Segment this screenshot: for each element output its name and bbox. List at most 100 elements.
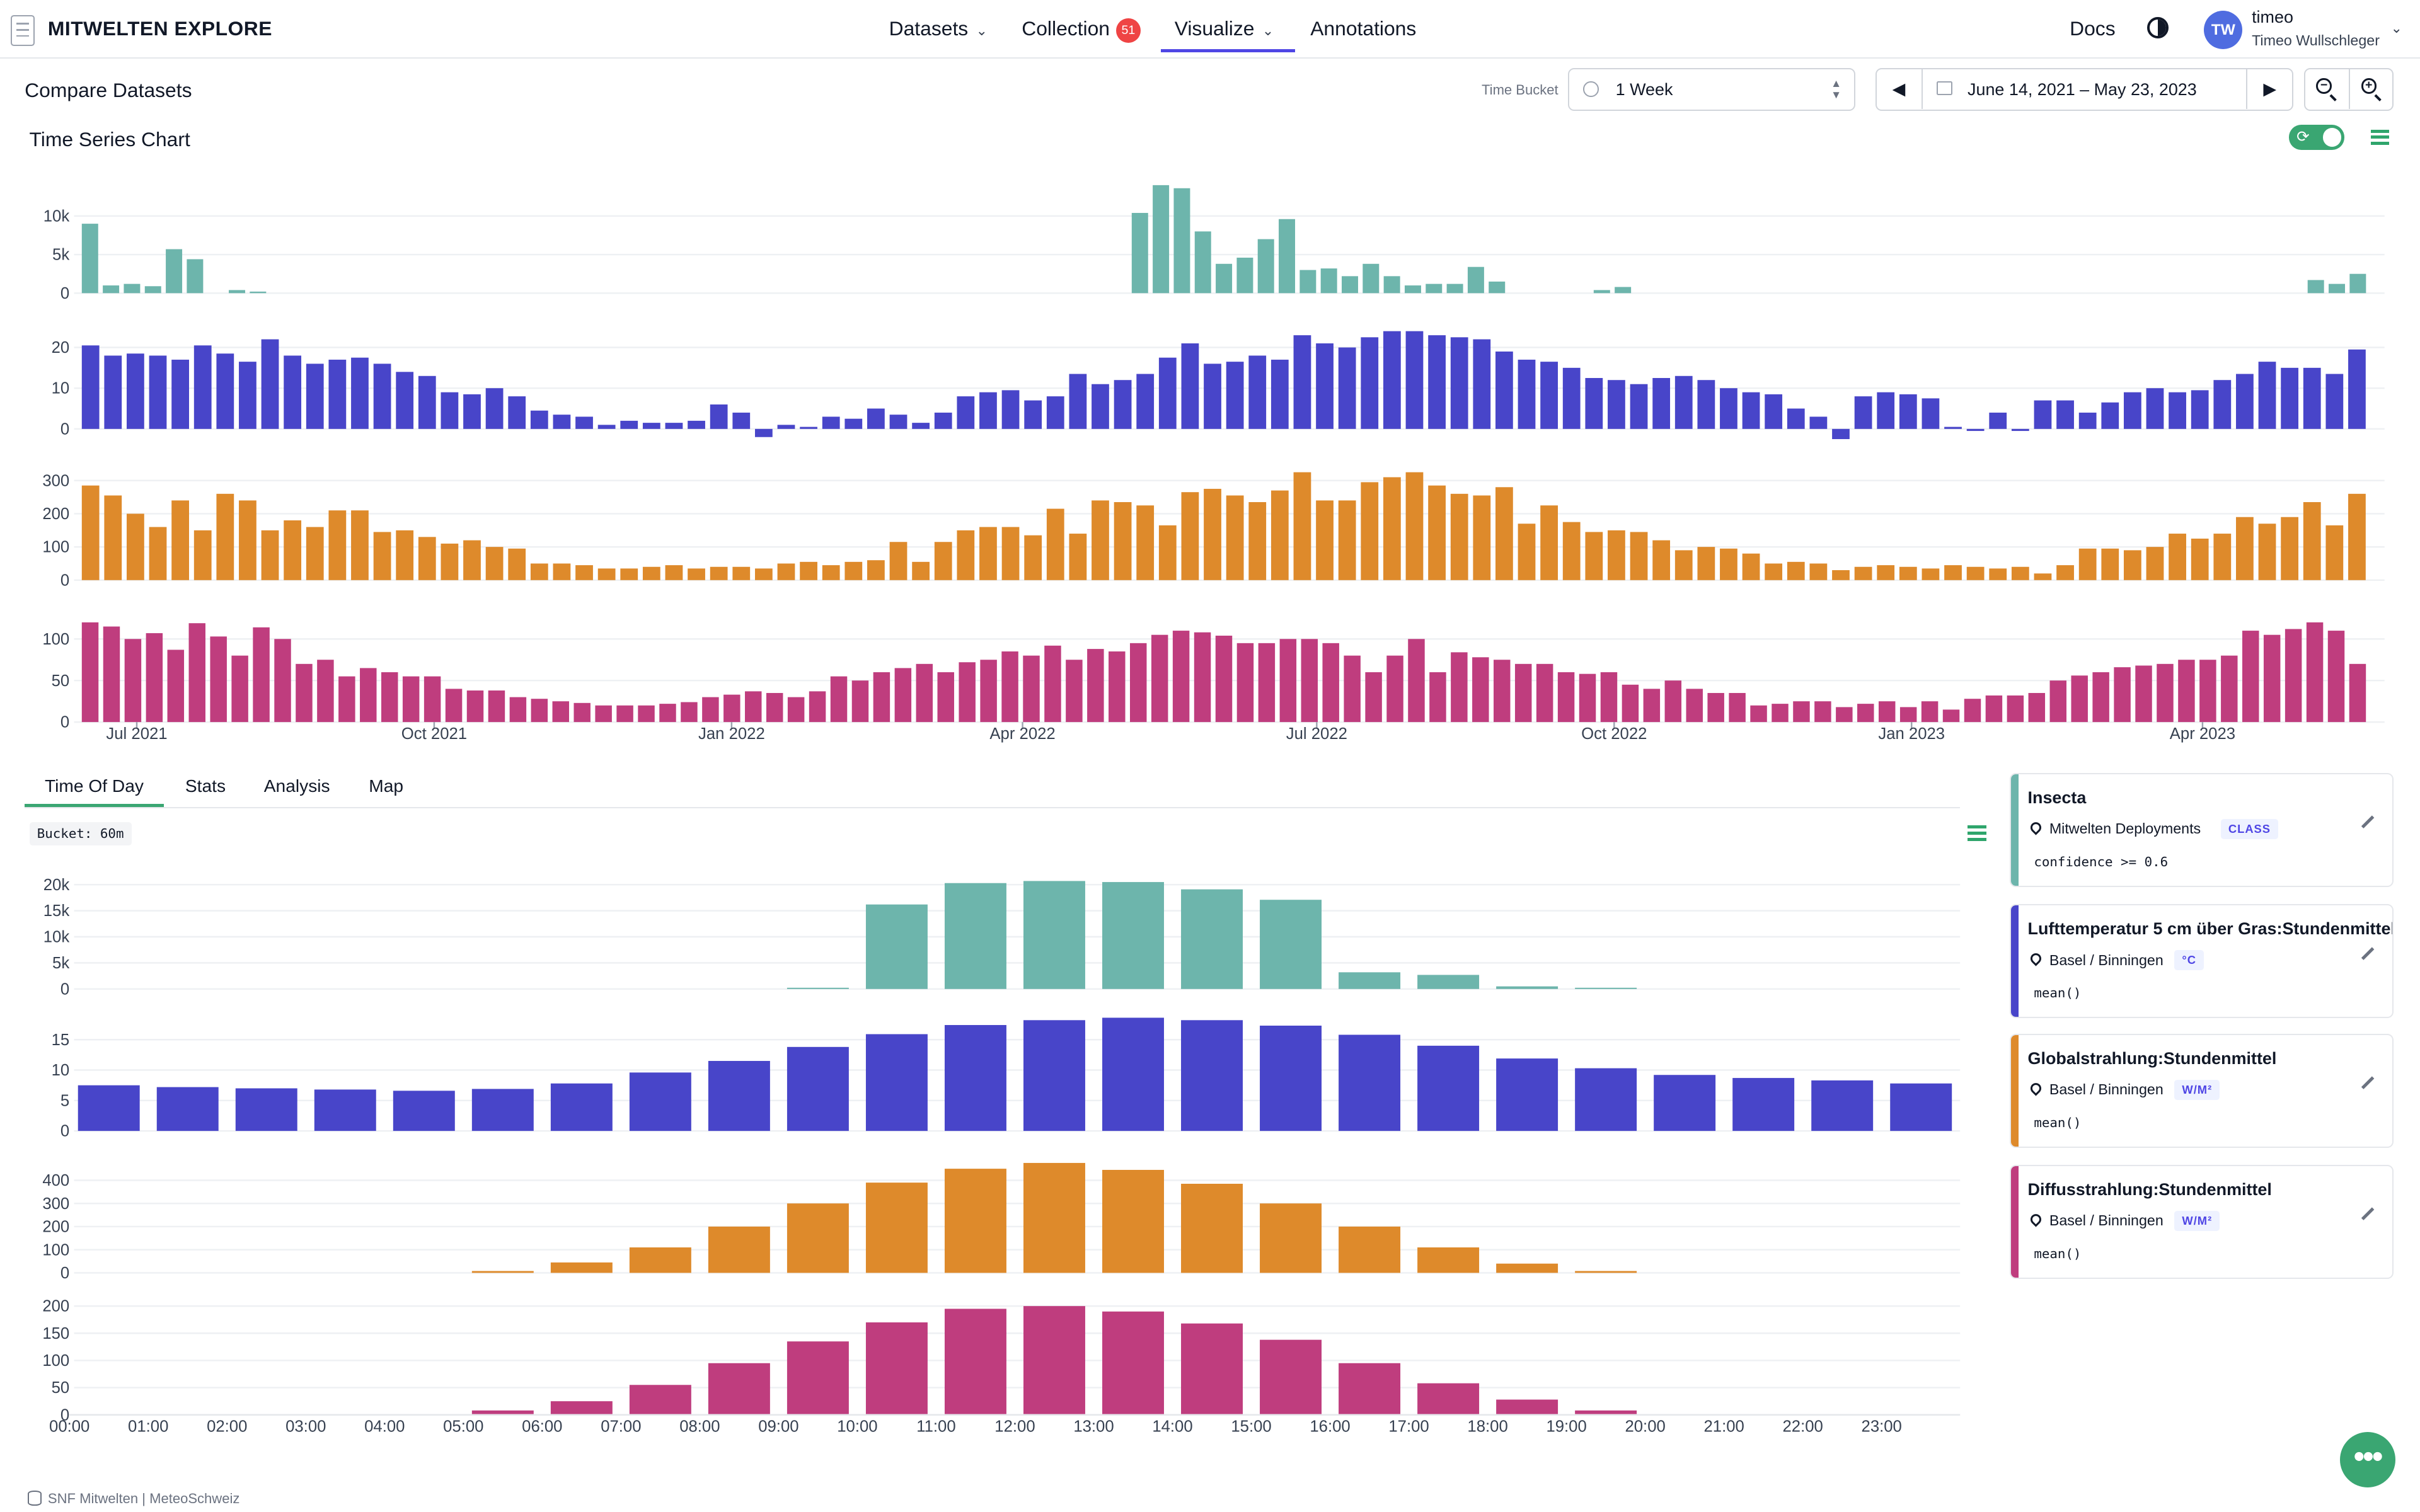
edit-pencil-icon[interactable] (2361, 815, 2375, 829)
nav-datasets[interactable]: Datasets ⌄ (889, 17, 988, 40)
timeseries-bar (1404, 285, 1421, 294)
x-tick-label: Apr 2022 (989, 725, 1055, 743)
previous-range-button[interactable]: ◀ (1877, 69, 1923, 110)
time-of-day-bar (1575, 1410, 1637, 1415)
timeseries-bar (1686, 689, 1703, 723)
sync-toggle[interactable]: ⟳ (2288, 125, 2345, 150)
timeseries-bar (2325, 374, 2344, 429)
avatar[interactable]: TW (2204, 11, 2243, 50)
timeseries-bar (1383, 331, 1401, 429)
time-of-day-bar (944, 1025, 1006, 1131)
timeseries-bar (844, 418, 863, 429)
legend-card-insecta[interactable]: Insecta Mitwelten Deployments CLASS conf… (2009, 772, 2394, 888)
y-tick-label: 10k (43, 207, 70, 225)
time-of-day-bar (1811, 1080, 1874, 1131)
legend-card-diffusstrahlung[interactable]: Diffusstrahlung:Stundenmittel Basel / Bi… (2009, 1164, 2394, 1280)
theme-toggle-icon[interactable] (2146, 16, 2169, 39)
timeseries-bar (1562, 367, 1581, 429)
legend-source: Basel / Binningen (2049, 951, 2164, 968)
timeseries-bar (146, 633, 163, 723)
tab-time-of-day[interactable]: Time Of Day (45, 776, 144, 796)
timeseries-menu-icon[interactable] (2370, 129, 2390, 146)
timeseries-bar (306, 364, 324, 429)
timeseries-bar (1921, 701, 1939, 723)
timeseries-bar (959, 662, 976, 723)
time-of-day-bar (1023, 1020, 1085, 1131)
more-actions-button[interactable]: ••• (2339, 1431, 2395, 1487)
timeseries-bar (867, 560, 885, 580)
clock-icon (1583, 81, 1599, 97)
timeseries-bar (1809, 563, 1828, 580)
tab-analysis[interactable]: Analysis (263, 776, 330, 796)
timeseries-bar (2191, 538, 2209, 580)
timeseries-bar (2236, 374, 2254, 429)
tab-map[interactable]: Map (369, 776, 404, 796)
timeseries-bar (2191, 390, 2209, 429)
timeseries-bar (665, 423, 683, 429)
edit-pencil-icon[interactable] (2361, 946, 2375, 960)
y-tick-label: 100 (42, 539, 69, 556)
legend-card-globalstrahlung[interactable]: Globalstrahlung:Stundenmittel Basel / Bi… (2009, 1033, 2394, 1148)
timeseries-bar (351, 510, 369, 580)
timeseries-bar (1270, 359, 1289, 429)
timeseries-bar (732, 566, 751, 580)
timeseries-bar (1158, 357, 1177, 429)
timeseries-bar (844, 561, 863, 580)
timeseries-bar (2123, 392, 2141, 429)
timeseries-bar (2101, 402, 2119, 429)
timeseries-bar (2146, 547, 2164, 580)
timeseries-bar (1697, 547, 1715, 580)
tab-stats[interactable]: Stats (185, 776, 226, 796)
timeseries-bar (2056, 565, 2074, 580)
timeseries-bar (1765, 563, 1783, 580)
nav-docs[interactable]: Docs (2070, 17, 2116, 40)
timeseries-bar (2303, 502, 2321, 580)
time-of-day-bar (1260, 1339, 1322, 1415)
timeseries-bar (1652, 378, 1671, 429)
nav-visualize[interactable]: Visualize ⌄ (1175, 17, 1274, 40)
x-tick-label: Oct 2021 (401, 725, 467, 743)
nav-collection[interactable]: Collection 51 (1022, 17, 1141, 43)
x-tick-label: 03:00 (285, 1418, 326, 1436)
legend-title: Diffusstrahlung:Stundenmittel (2027, 1180, 2272, 1200)
x-tick-label: 13:00 (1073, 1418, 1114, 1436)
time-of-day-bar (1102, 1311, 1164, 1415)
timeseries-bar (2034, 573, 2052, 580)
timeseries-bar (1361, 337, 1379, 429)
timeseries-bar (1301, 639, 1318, 723)
date-range-input[interactable]: June 14, 2021 – May 23, 2023 (1968, 79, 2197, 99)
time-of-day-bar (865, 1322, 928, 1415)
edit-pencil-icon[interactable] (2361, 1207, 2375, 1221)
tod-menu-icon[interactable] (1968, 825, 1986, 841)
timeseries-bar (1087, 649, 1104, 723)
timeseries-bar (1181, 492, 1199, 580)
timeseries-bar (912, 423, 930, 429)
zoom-out-button[interactable]: − (2305, 69, 2350, 110)
time-of-day-bar (1575, 1068, 1637, 1131)
zoom-in-button[interactable]: + (2350, 69, 2394, 110)
nav-annotations[interactable]: Annotations (1310, 17, 1416, 40)
top-navbar: MITWELTEN EXPLORE Datasets ⌄ Collection 51… (0, 0, 2420, 59)
app-title[interactable]: MITWELTEN EXPLORE (47, 16, 272, 40)
logo-icon[interactable] (11, 15, 35, 46)
chevron-down-icon[interactable]: ⌄ (2390, 20, 2402, 36)
edit-pencil-icon[interactable] (2361, 1076, 2375, 1090)
time-of-day-bar (1496, 986, 1559, 989)
time-of-day-bar (629, 1385, 691, 1415)
next-range-button[interactable]: ▶ (2246, 69, 2292, 110)
timeseries-bar (81, 224, 98, 294)
timeseries-bar (1832, 428, 1850, 439)
x-tick-label: 05:00 (443, 1418, 483, 1436)
legend-filter: mean() (2034, 1246, 2082, 1262)
legend-card-lufttemperatur[interactable]: Lufttemperatur 5 cm über Gras:Stundenmit… (2009, 904, 2394, 1019)
legend-source: Basel / Binningen (2049, 1081, 2164, 1098)
timeseries-bar (1001, 390, 1020, 429)
time-bucket-select[interactable]: 1 Week ▲ ▼ (1568, 67, 1855, 112)
user-full-name[interactable]: Timeo Wullschleger (2252, 32, 2380, 49)
timeseries-bar (1129, 643, 1147, 723)
user-handle[interactable]: timeo (2252, 8, 2293, 27)
timeseries-bar (937, 672, 954, 723)
timeseries-bar (1922, 398, 1940, 429)
timeseries-bar (1386, 655, 1403, 723)
